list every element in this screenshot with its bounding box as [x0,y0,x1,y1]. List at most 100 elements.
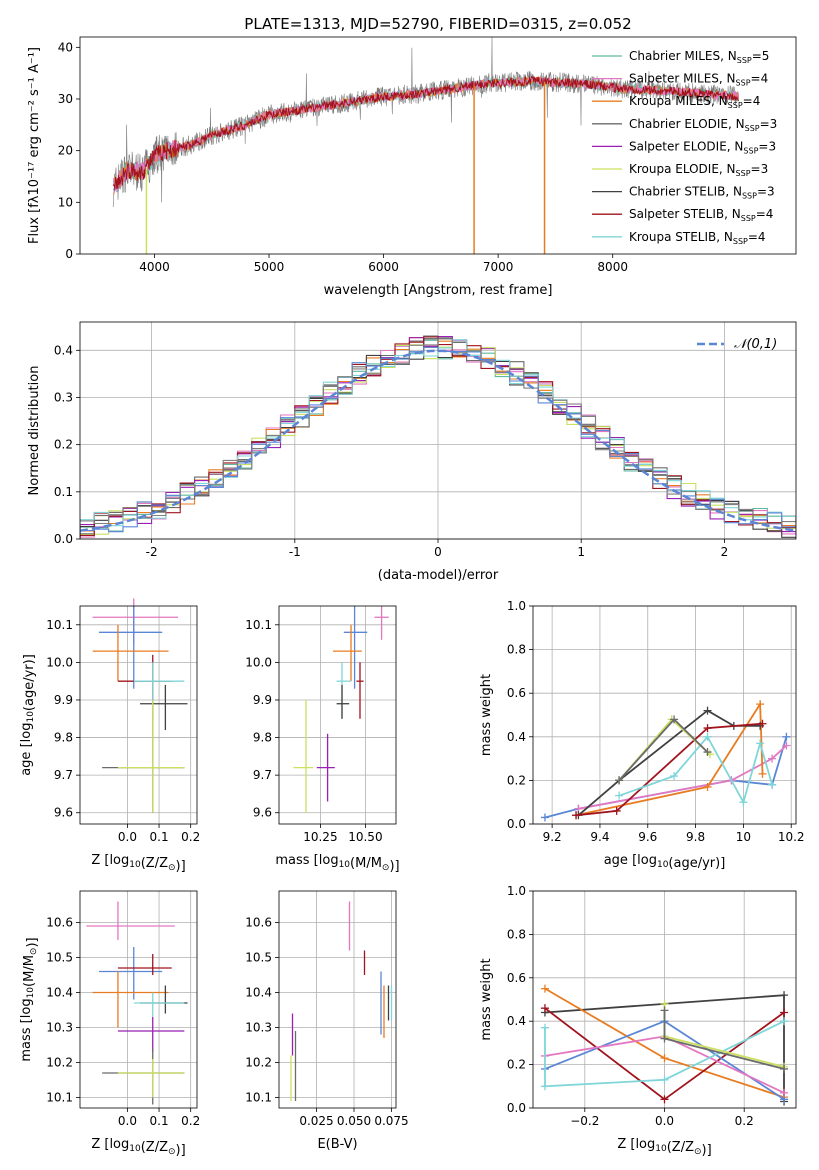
mass_weight_vs_Z-ytick-label: 0.0 [507,1101,526,1115]
age_vs_Z-ylabel: age [log10(age/yr)] [19,654,37,776]
age_vs_mass-point [316,733,335,802]
age_vs_Z-xtick-label: 0.2 [181,830,200,844]
mass_weight_vs_Z-xtick-label: −0.2 [570,1114,599,1128]
legend-label: Salpeter ELODIE, NSSP=3 [629,139,776,155]
mass_vs_Z-frame [79,890,198,1109]
mass_weight_vs_age-marker [756,739,765,748]
mass_weight_vs_age-xlabel: age [log10(age/yr)] [604,853,726,871]
age_vs_mass-ytick-label: 10.1 [245,618,272,632]
age_vs_mass-point [333,624,362,682]
age_vs_Z-ytick-label: 10.0 [46,655,73,669]
mass_weight_vs_Z-xlabel: Z [log10(Z/Z⊙)] [617,1137,711,1158]
mass_weight_vs_age-ytick-label: 0.4 [507,730,526,744]
legend-label: Kroupa STELIB, NSSP=4 [629,230,766,246]
mass_vs_Z-xtick-label: 0.2 [181,1114,200,1128]
legend-label: Salpeter MILES, NSSP=4 [629,72,768,88]
mass_vs_EBV-ytick-label: 10.5 [245,951,272,965]
mass_weight_vs_age-marker [703,748,712,757]
legend-label: Chabrier MILES, NSSP=5 [629,49,769,65]
residual_histogram-ytick-label: 0.3 [54,390,73,404]
mass_vs_Z-xtick-label: 0.0 [118,1114,137,1128]
mass_weight_vs_Z-marker [660,1006,669,1015]
spectrum-axes [76,46,614,258]
mass_weight_vs_age-xtick-label: 10.2 [778,830,805,844]
histogram-step [80,338,796,525]
legend-label: Kroupa ELODIE, NSSP=3 [629,162,768,178]
residual_histogram-xlabel: (data-model)/error [378,568,499,583]
mass_vs_EBV-xlabel: E(B-V) [317,1137,357,1152]
mass_vs_EBV-xtick-label: 0.050 [337,1114,371,1128]
spectrum-ytick-label: 10 [58,195,73,209]
mass_vs_Z-ytick-label: 10.3 [46,1021,73,1035]
residual_histogram-xtick-label: 2 [721,545,729,559]
mass_weight_vs_Z-marker [780,1088,789,1097]
residual_histogram-xtick-label: -2 [146,545,158,559]
mass_weight_vs_age-marker [768,754,777,763]
mass_vs_Z-point [102,1048,185,1105]
spectrum-legend: Chabrier MILES, NSSP=5 Salpeter MILES, NS… [592,49,777,246]
residual_histogram-xtick-label: 1 [577,545,585,559]
residual_histogram-ytick-label: 0.1 [54,485,73,499]
mass_weight_vs_age-marker [612,806,621,815]
mass_weight_vs_age-ytick-label: 0.8 [507,643,526,657]
age_vs_Z-point [102,699,185,813]
mass_vs_Z-point [140,985,188,1014]
mass_vs_Z-ytick-label: 10.1 [46,1091,73,1105]
age_vs_Z-axes [76,606,197,828]
mass_weight_vs_age-marker [782,732,791,741]
mass_weight_vs_age-marker [758,719,767,728]
mass_weight_vs_Z-marker [780,1064,789,1073]
mass_weight_vs_Z-marker [540,984,549,993]
mass_weight_vs_Z-marker [540,1004,549,1013]
mass_weight_vs_Z-marker [540,1082,549,1091]
residual_histogram-xtick-label: 0 [434,545,442,559]
age_vs_mass-point [336,662,351,719]
age_vs_Z-point [117,699,185,813]
legend-label: Chabrier STELIB, NSSP=3 [629,185,775,201]
mass_vs_EBV-ytick-label: 10.2 [245,1056,272,1070]
mass_weight_vs_age-marker [756,700,765,709]
mass_weight_vs_age-ytick-label: 1.0 [507,599,526,613]
age_vs_mass-frame [278,605,397,825]
age_vs_Z-xlabel: Z [log10(Z/Z⊙)] [91,853,185,874]
mass_weight_vs_Z-ytick-label: 0.6 [507,971,526,985]
age_vs_mass-ytick-label: 10.0 [245,655,272,669]
spectrum-frame [79,36,797,255]
mass_weight_vs_Z-xtick-label: 0.0 [655,1114,674,1128]
mass_weight_vs_age-xtick-label: 9.4 [590,830,609,844]
mass_vs_Z-point [86,901,175,940]
mass_weight_vs_age-xtick-label: 9.2 [543,830,562,844]
age_vs_mass-ytick-label: 9.7 [253,768,272,782]
age_vs_mass-point [374,606,389,640]
mass_weight_vs_age-ylabel: mass weight [479,674,494,756]
mass_vs_Z-point [92,971,169,1028]
mass_vs_Z-axes [76,891,197,1112]
mass_vs_Z-point [117,1059,185,1098]
mass_weight_vs_Z-series-line [544,1020,785,1088]
mass_vs_EBV-ytick-label: 10.3 [245,1021,272,1035]
mass_vs_EBV-frame [278,890,397,1109]
mass_weight_vs_age-marker [572,811,581,820]
mass_vs_EBV-ytick-label: 10.4 [245,986,272,1000]
mass_weight_vs_age-marker [670,715,679,724]
mass_vs_Z-point [98,947,163,1000]
mass_weight_vs_Z-series-line [663,1003,785,1068]
age_vs_Z-ytick-label: 10.1 [46,618,73,632]
mass_weight_vs_age-marker [782,741,791,750]
mass_vs_Z-point [117,954,172,975]
legend-label: Chabrier ELODIE, NSSP=3 [629,117,777,133]
mass_weight_vs_age-marker [703,724,712,733]
mass_vs_Z-ytick-label: 10.4 [46,986,73,1000]
mass_weight_vs_age-marker [703,782,712,791]
mass_vs_Z-xlabel: Z [log10(Z/Z⊙)] [91,1137,185,1158]
age_vs_mass-point [336,684,350,719]
mass_weight_vs_age-xtick-label: 9.6 [638,830,657,844]
age_vs_mass-point [356,662,364,719]
mass_weight_vs_Z-marker [660,1034,669,1043]
mass_weight_vs_Z-xtick-label: 0.2 [735,1114,754,1128]
mass_weight_vs_age-ytick-label: 0.0 [507,817,526,831]
mass_vs_Z-ylabel: mass [log10(M/M⊙)] [19,937,40,1061]
age_vs_mass-ytick-label: 9.8 [253,731,272,745]
age_vs_Z-ytick-label: 9.6 [54,806,73,820]
